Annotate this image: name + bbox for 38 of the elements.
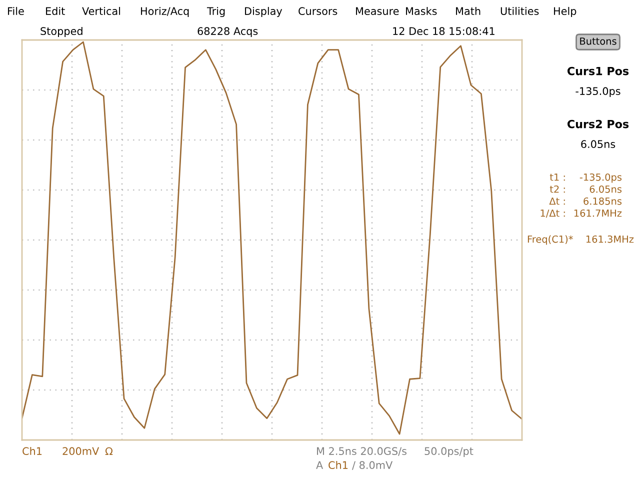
text: Vertical <box>82 6 120 16</box>
text: 161.7MHz <box>574 209 622 217</box>
text: Δt : <box>549 198 565 205</box>
text: A <box>316 461 324 469</box>
text: M 2.5ns 20.0GS/s <box>317 447 407 456</box>
text: 50.0ps/pt <box>424 447 474 458</box>
text: 6.05ns <box>581 140 616 148</box>
text: Display <box>245 6 282 18</box>
text: Trig <box>206 6 225 18</box>
text: Freq(C1)* <box>528 235 573 245</box>
text: Stopped <box>40 26 82 38</box>
text: Measure <box>356 7 399 16</box>
text: Masks <box>406 6 437 16</box>
text: 68228 Acqs <box>198 27 258 38</box>
text: 12 Dec 18 15:08:41 <box>393 27 494 36</box>
text: t2 : <box>550 185 565 193</box>
text: Curs1 Pos <box>567 66 629 76</box>
text: 6.185ns <box>584 197 622 205</box>
text: Cursors <box>298 7 338 16</box>
text: 6.05ns <box>590 185 622 193</box>
text: -135.0ps <box>580 173 622 183</box>
text: Utilities <box>500 6 539 16</box>
text: Math <box>456 6 480 16</box>
text: -135.0ps <box>576 87 620 98</box>
text: File <box>8 6 24 16</box>
text: Ch1 <box>328 460 348 470</box>
text: Edit <box>46 6 65 16</box>
text: / 8.0mV <box>352 461 393 470</box>
text: Ω <box>105 447 113 455</box>
text: 200mV <box>62 447 100 456</box>
text: t1 : <box>550 174 565 181</box>
text: 161.3MHz <box>586 235 634 243</box>
text: Curs2 Pos <box>567 120 629 128</box>
text: Buttons <box>580 38 616 45</box>
text: Horiz/Acq <box>141 6 189 18</box>
text: Help <box>554 6 576 18</box>
text: Ch1 <box>22 446 42 456</box>
text: 1/Δt : <box>540 210 565 218</box>
